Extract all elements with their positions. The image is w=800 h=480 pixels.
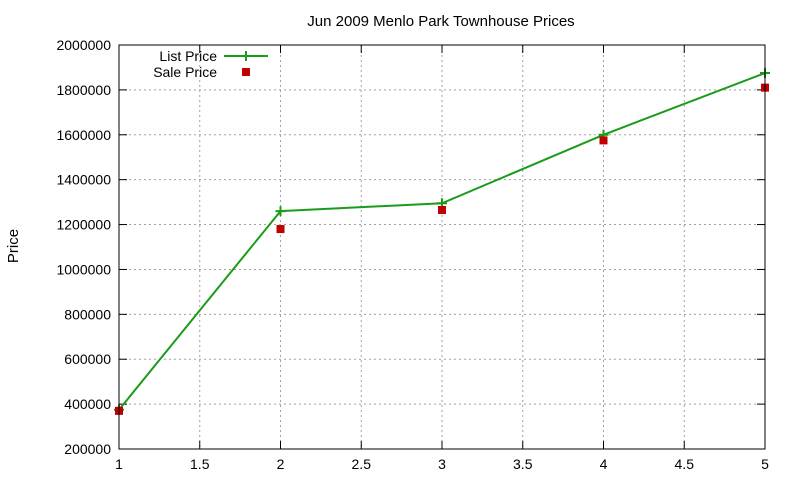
legend-swatch-marker (241, 51, 251, 61)
grid-lines (119, 45, 765, 449)
x-tick-label: 3.5 (513, 456, 533, 472)
y-tick-label: 400000 (64, 396, 111, 412)
legend-label: List Price (159, 48, 217, 64)
y-tick-label: 1400000 (56, 172, 111, 188)
x-tick-label: 5 (761, 456, 769, 472)
data-point-sale-price (276, 225, 285, 234)
y-tick-label: 1000000 (56, 261, 111, 277)
legend-label: Sale Price (153, 64, 217, 80)
y-tick-label: 1200000 (56, 217, 111, 233)
x-tick-label: 4.5 (675, 456, 695, 472)
x-tick-label: 3 (438, 456, 446, 472)
x-tick-label: 1.5 (190, 456, 210, 472)
data-point-sale-price (438, 205, 446, 214)
y-tick-label: 1800000 (56, 82, 111, 98)
axis-ticks: 2000004000006000008000001000000120000014… (56, 37, 769, 472)
y-tick-label: 1600000 (56, 127, 111, 143)
data-point-list-price (275, 206, 286, 217)
x-tick-label: 2 (277, 456, 285, 472)
legend-swatch-marker (242, 68, 250, 76)
chart-title: Jun 2009 Menlo Park Townhouse Prices (307, 13, 574, 30)
y-tick-label: 800000 (64, 306, 111, 322)
y-tick-label: 600000 (64, 351, 111, 367)
x-tick-label: 4 (600, 456, 608, 472)
y-axis-label: Price (5, 229, 22, 263)
y-tick-label: 200000 (64, 441, 111, 457)
x-tick-label: 1 (115, 456, 123, 472)
x-tick-label: 2.5 (352, 456, 372, 472)
plot-frame (118, 44, 766, 450)
data-point-sale-price (599, 136, 608, 145)
y-tick-label: 2000000 (56, 37, 111, 53)
